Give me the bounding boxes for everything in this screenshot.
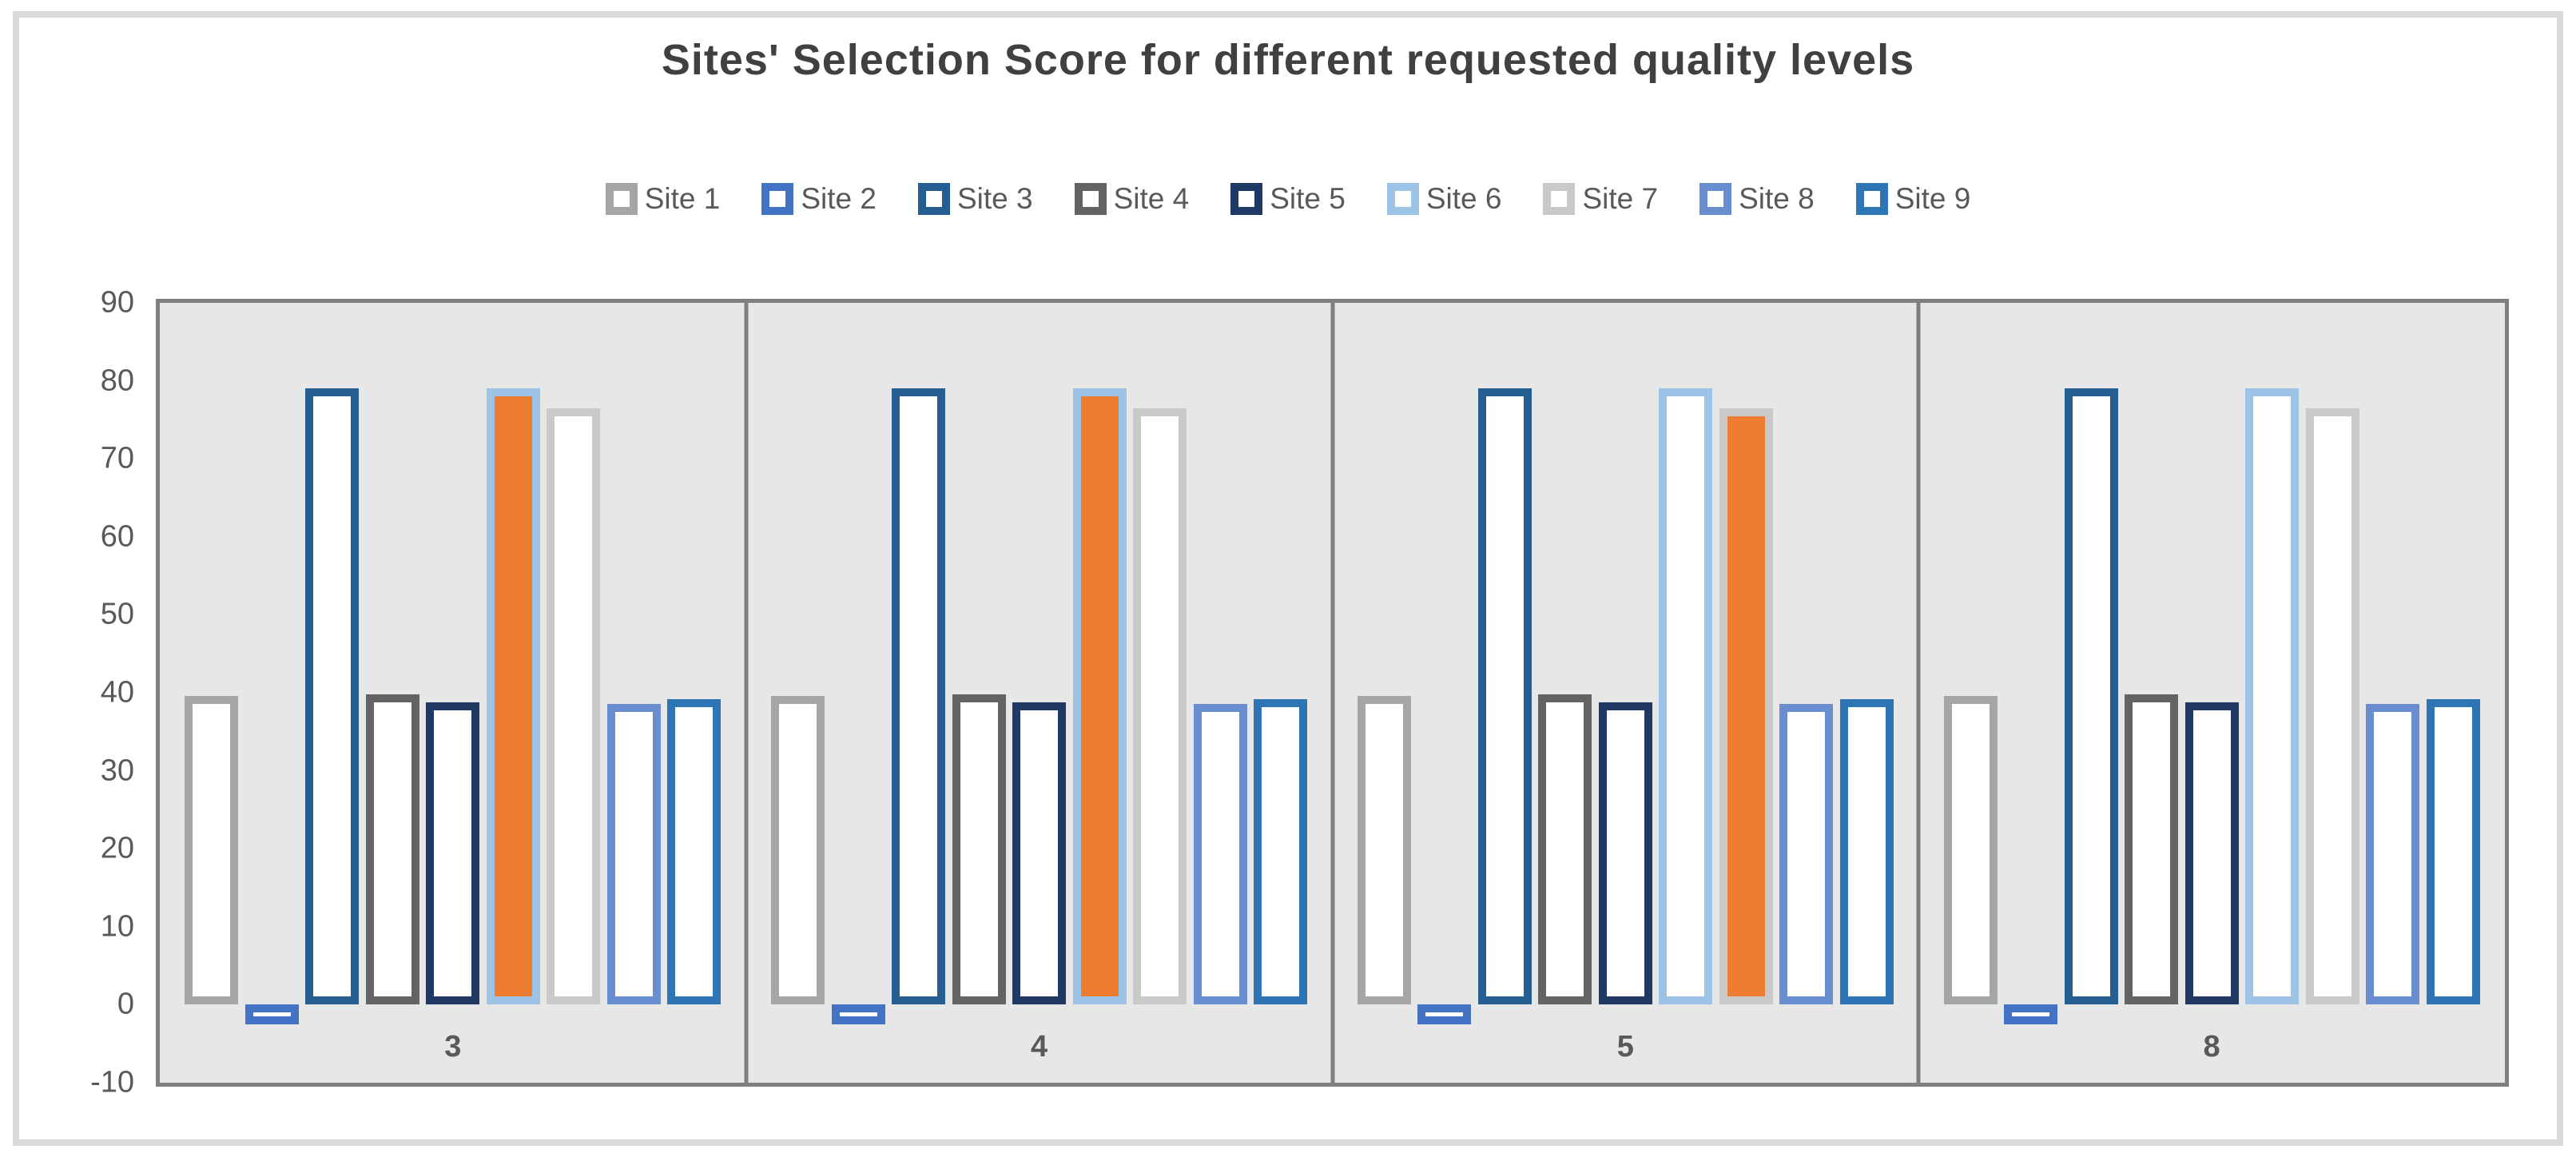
plot-area: 3 4 5 8 — [156, 299, 2509, 1087]
y-axis-tick-label: 60 — [100, 519, 134, 554]
bar-site-1-quality-5 — [1357, 695, 1411, 1005]
bar-site-1-quality-4 — [771, 695, 825, 1005]
legend-label: Site 5 — [1270, 182, 1346, 215]
legend-item-site-3: Site 3 — [917, 182, 1033, 216]
bar-site-6-quality-8 — [2245, 388, 2300, 1005]
legend-swatch-icon — [1230, 183, 1263, 215]
y-axis-tick-label: 10 — [100, 909, 134, 944]
bar-site-5-quality-8 — [2184, 702, 2239, 1005]
legend-swatch-icon — [605, 183, 638, 215]
legend-label: Site 2 — [801, 182, 877, 215]
legend-item-site-7: Site 7 — [1543, 182, 1658, 216]
bar-site-7-quality-5-selected — [1719, 408, 1773, 1005]
bar-site-9-quality-3 — [667, 698, 722, 1005]
legend-label: Site 1 — [644, 182, 721, 215]
legend-swatch-icon — [1855, 183, 1888, 215]
bar-site-5-quality-3 — [426, 702, 480, 1005]
legend-item-site-8: Site 8 — [1699, 182, 1815, 216]
y-axis-tick-label: 80 — [100, 364, 134, 398]
bar-site-9-quality-8 — [2426, 698, 2480, 1005]
bar-site-3-quality-3 — [305, 388, 360, 1005]
legend-swatch-icon — [1074, 183, 1107, 215]
y-axis-tick-label: 50 — [100, 597, 134, 631]
bar-site-5-quality-4 — [1012, 702, 1067, 1005]
legend-swatch-icon — [1386, 183, 1419, 215]
bar-site-6-quality-5 — [1659, 388, 1713, 1005]
x-axis-category-label: 5 — [1616, 1030, 1634, 1064]
y-axis-tick-label: 20 — [100, 831, 134, 865]
chart-title: Sites' Selection Score for different req… — [661, 36, 1915, 84]
bar-site-4-quality-3 — [365, 694, 419, 1005]
legend-swatch-icon — [917, 183, 950, 215]
bar-site-6-quality-3-selected — [486, 388, 540, 1005]
bar-site-8-quality-5 — [1779, 703, 1834, 1005]
y-axis-tick-label: 70 — [100, 441, 134, 475]
bar-site-3-quality-5 — [1477, 388, 1532, 1005]
bar-site-2-quality-4 — [831, 1004, 885, 1024]
y-axis-tick-label: 30 — [100, 753, 134, 788]
bar-site-3-quality-8 — [2064, 388, 2118, 1005]
bar-site-4-quality-5 — [1538, 694, 1592, 1005]
legend-label: Site 4 — [1113, 182, 1190, 215]
legend-item-site-4: Site 4 — [1074, 182, 1190, 216]
panel-divider — [1916, 303, 1921, 1083]
legend-item-site-6: Site 6 — [1386, 182, 1502, 216]
legend-item-site-9: Site 9 — [1855, 182, 1971, 216]
bar-site-7-quality-8 — [2305, 408, 2359, 1005]
bar-site-5-quality-5 — [1598, 702, 1652, 1005]
bar-site-7-quality-3 — [547, 408, 601, 1005]
bar-site-9-quality-4 — [1254, 698, 1308, 1005]
y-axis-tick-label: -10 — [90, 1065, 134, 1099]
y-axis-tick-label: 40 — [100, 675, 134, 710]
y-axis-tick-label: 0 — [117, 987, 134, 1021]
legend-swatch-icon — [761, 183, 794, 215]
bar-site-1-quality-3 — [185, 695, 239, 1005]
panel-divider — [744, 303, 749, 1083]
bar-site-2-quality-5 — [1417, 1004, 1472, 1024]
x-axis-category-label: 8 — [2203, 1030, 2220, 1064]
legend-label: Site 8 — [1739, 182, 1815, 215]
bar-site-8-quality-4 — [1193, 703, 1247, 1005]
bar-site-1-quality-8 — [1943, 695, 1998, 1005]
bar-site-6-quality-4-selected — [1072, 388, 1127, 1005]
legend-item-site-1: Site 1 — [605, 182, 721, 216]
bar-site-9-quality-5 — [1839, 698, 1894, 1005]
legend-item-site-2: Site 2 — [761, 182, 877, 216]
bar-site-7-quality-4 — [1133, 408, 1187, 1005]
legend: Site 1 Site 2 Site 3 Site 4 Site 5 Site 6 Site… — [0, 182, 2576, 216]
x-axis-category-label: 3 — [444, 1030, 462, 1064]
bar-site-8-quality-3 — [606, 703, 661, 1005]
bar-site-4-quality-8 — [2125, 694, 2179, 1005]
bar-site-2-quality-8 — [2004, 1004, 2058, 1024]
legend-label: Site 6 — [1425, 182, 1502, 215]
x-axis-category-label: 4 — [1031, 1030, 1048, 1064]
y-axis-tick-label: 90 — [100, 285, 134, 320]
legend-label: Site 7 — [1582, 182, 1659, 215]
legend-swatch-icon — [1699, 183, 1732, 215]
legend-label: Site 9 — [1894, 182, 1971, 215]
bar-site-8-quality-8 — [2366, 703, 2420, 1005]
legend-item-site-5: Site 5 — [1230, 182, 1346, 216]
panel-divider — [1330, 303, 1334, 1083]
legend-swatch-icon — [1543, 183, 1576, 215]
legend-label: Site 3 — [956, 182, 1033, 215]
bar-site-2-quality-3 — [244, 1004, 299, 1024]
bar-site-4-quality-4 — [952, 694, 1006, 1005]
bar-site-3-quality-4 — [892, 388, 946, 1005]
